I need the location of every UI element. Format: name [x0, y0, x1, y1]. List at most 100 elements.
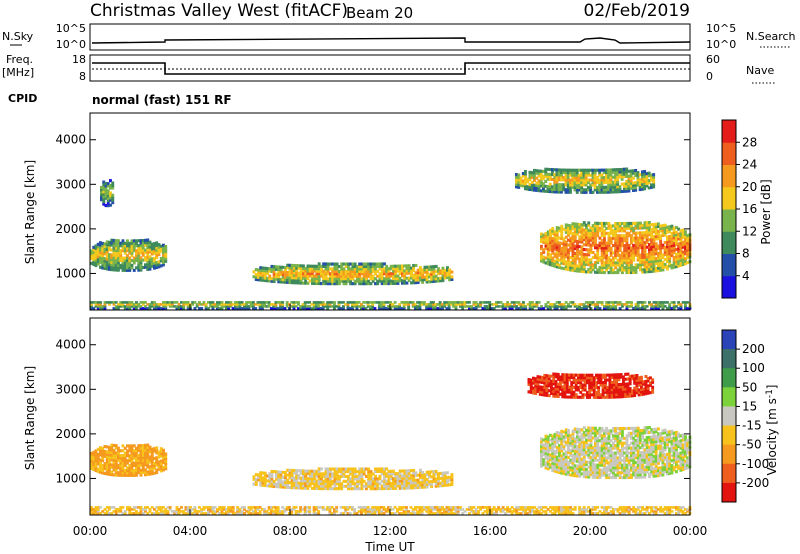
- data-cell: [348, 301, 352, 304]
- data-cell: [392, 477, 395, 481]
- data-cell: [625, 239, 629, 243]
- data-cell: [562, 254, 566, 258]
- data-cell: [100, 198, 103, 202]
- data-cell: [648, 250, 651, 254]
- data-cell: [114, 253, 118, 257]
- data-cell: [364, 307, 368, 310]
- data-cell: [162, 251, 165, 255]
- data-cell: [326, 267, 330, 271]
- data-cell: [564, 301, 568, 304]
- data-cell: [146, 448, 150, 452]
- data-cell: [555, 301, 559, 304]
- data-cell: [596, 234, 600, 238]
- data-cell: [607, 222, 611, 226]
- data-cell: [434, 264, 438, 268]
- data-cell: [630, 241, 633, 245]
- data-cell: [164, 307, 168, 310]
- data-cell: [540, 244, 543, 248]
- data-cell: [362, 305, 366, 308]
- data-cell: [437, 267, 440, 271]
- data-cell: [162, 260, 165, 264]
- data-cell: [286, 478, 290, 482]
- data-cell: [407, 301, 411, 304]
- data-cell: [123, 266, 127, 270]
- data-cell: [547, 381, 551, 385]
- data-cell: [126, 461, 129, 465]
- data-cell: [661, 246, 665, 250]
- data-cell: [553, 232, 557, 236]
- data-cell: [594, 221, 597, 225]
- data-cell: [367, 479, 371, 483]
- data-cell: [353, 262, 357, 266]
- data-cell: [648, 257, 651, 261]
- data-cell: [578, 440, 582, 444]
- data-cell: [236, 301, 240, 304]
- data-cell: [604, 373, 607, 377]
- data-cell: [171, 301, 174, 304]
- data-cell: [427, 307, 431, 310]
- data-cell: [353, 305, 357, 308]
- data-cell: [564, 255, 568, 259]
- data-cell: [661, 260, 665, 264]
- data-cell: [510, 307, 514, 310]
- data-cell: [589, 303, 593, 306]
- data-cell: [119, 266, 123, 270]
- data-cell: [141, 301, 145, 304]
- data-cell: [108, 260, 111, 264]
- data-cell: [389, 279, 393, 283]
- data-cell: [632, 258, 636, 262]
- data-cell: [654, 227, 658, 231]
- data-cell: [605, 190, 608, 194]
- data-cell: [620, 172, 624, 176]
- data-cell: [570, 373, 574, 377]
- data-cell: [111, 196, 115, 200]
- data-cell: [434, 472, 438, 476]
- data-cell: [598, 268, 602, 272]
- data-cell: [263, 484, 267, 488]
- data-cell: [335, 277, 339, 281]
- data-cell: [162, 256, 165, 260]
- data-cell: [582, 181, 586, 185]
- data-cell: [650, 245, 654, 249]
- data-cell: [135, 266, 138, 270]
- data-cell: [609, 268, 613, 272]
- data-cell: [121, 256, 125, 260]
- data-cell: [139, 263, 143, 267]
- data-cell: [414, 483, 418, 487]
- data-cell: [101, 464, 105, 468]
- data-cell: [335, 262, 339, 266]
- data-cell: [132, 307, 136, 310]
- data-cell: [130, 251, 134, 255]
- data-cell: [288, 266, 292, 270]
- data-cell: [552, 394, 556, 398]
- data-cell: [266, 484, 269, 488]
- data-cell: [358, 487, 362, 491]
- data-cell: [614, 170, 617, 174]
- data-cell: [666, 255, 669, 259]
- data-cell: [132, 471, 136, 475]
- data-cell: [443, 271, 447, 275]
- data-cell: [654, 301, 658, 304]
- data-cell: [621, 271, 624, 275]
- data-cell: [555, 243, 559, 247]
- data-cell: [679, 241, 683, 245]
- data-cell: [578, 240, 582, 244]
- data-cell: [277, 275, 281, 279]
- data-cell: [560, 469, 564, 473]
- data-cell: [562, 459, 566, 463]
- data-cell: [333, 487, 337, 491]
- data-cell: [634, 188, 638, 192]
- data-cell: [288, 468, 292, 472]
- data-cell: [490, 307, 494, 310]
- data-cell: [141, 265, 145, 269]
- data-cell: [112, 468, 116, 472]
- data-cell: [360, 265, 364, 269]
- data-cell: [447, 303, 451, 306]
- data-cell: [410, 469, 413, 473]
- data-cell: [576, 225, 579, 229]
- data-cell: [311, 479, 314, 483]
- data-cell: [290, 486, 294, 490]
- data-cell: [486, 307, 489, 310]
- data-cell: [432, 307, 435, 310]
- data-cell: [261, 273, 265, 277]
